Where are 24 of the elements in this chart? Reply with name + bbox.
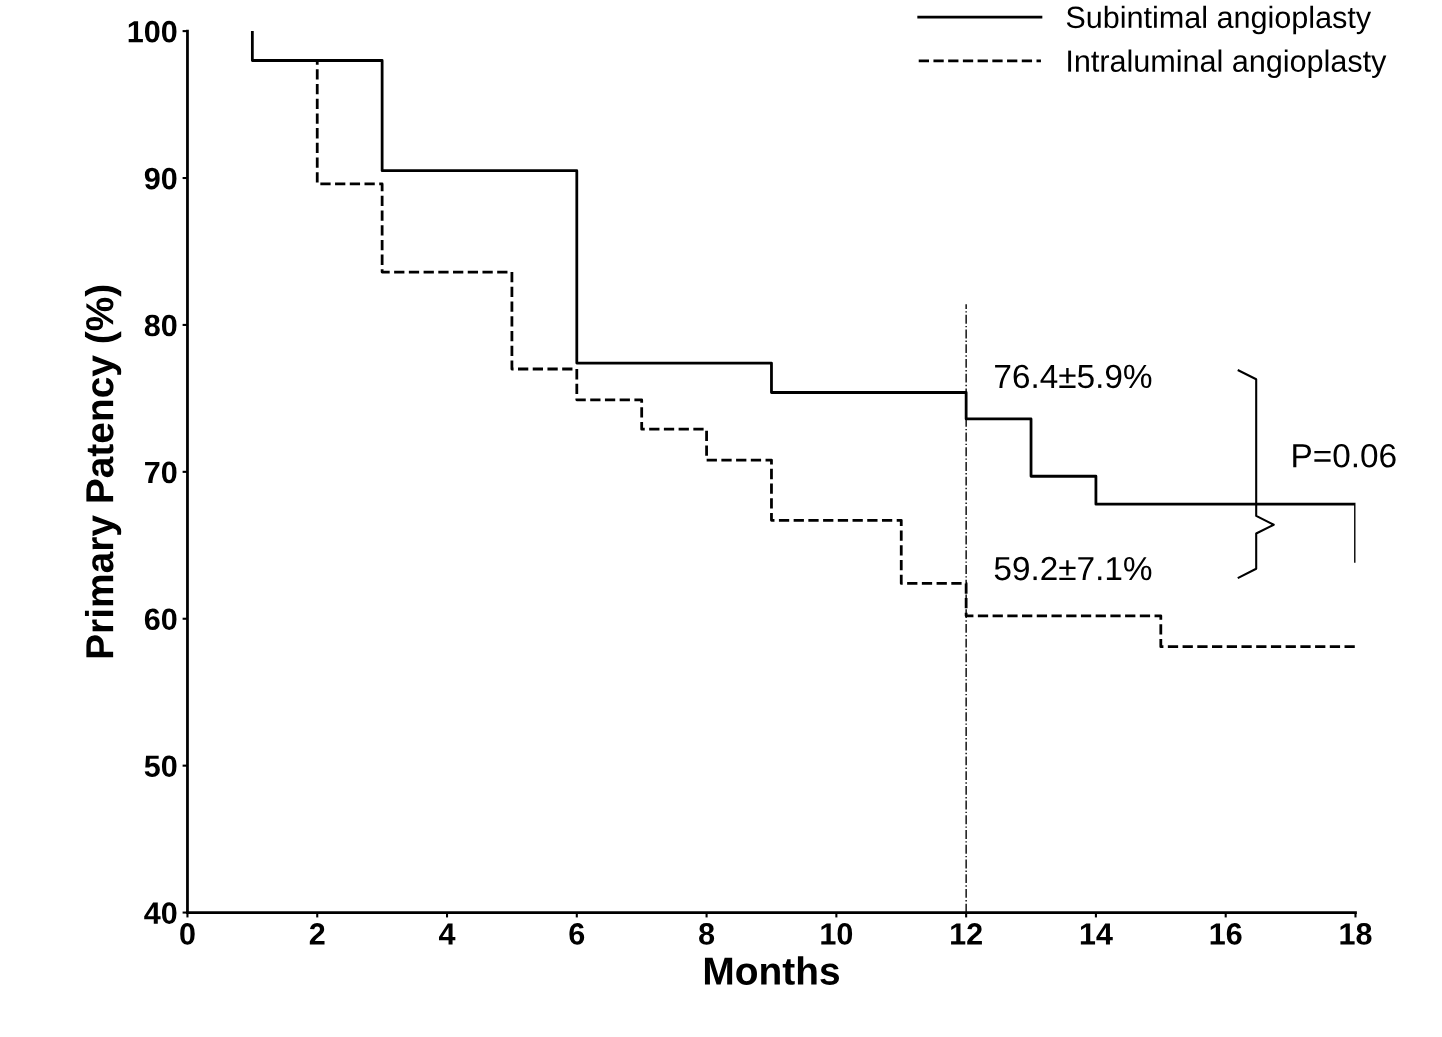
y-tick-label: 70 bbox=[145, 461, 177, 484]
y-tick-label: 50 bbox=[144, 755, 177, 778]
x-tick-label: 2 bbox=[309, 923, 325, 945]
annotation: 59.2±7.1% bbox=[994, 556, 1152, 581]
x-tick-label: 4 bbox=[438, 923, 456, 945]
y-tick-label: 40 bbox=[144, 902, 177, 924]
legend-label: Subintimal angioplasty bbox=[1066, 5, 1372, 35]
x-tick-label: 16 bbox=[1210, 923, 1242, 945]
y-tick-label: 100 bbox=[128, 20, 177, 43]
x-tick-label: 12 bbox=[951, 923, 982, 945]
x-tick-label: 10 bbox=[821, 923, 853, 945]
y-axis-title: Primary Patency (%) bbox=[84, 285, 122, 658]
annotation: P=0.06 bbox=[1293, 443, 1396, 468]
y-tick-label: 60 bbox=[144, 608, 177, 631]
annotation: 76.4±5.9% bbox=[995, 364, 1152, 389]
x-axis-title: Months bbox=[704, 956, 839, 985]
x-tick-label: 0 bbox=[180, 923, 195, 945]
legend-label: Intraluminal angioplasty bbox=[1068, 49, 1387, 78]
x-tick-label: 6 bbox=[569, 923, 585, 945]
x-tick-label: 8 bbox=[699, 923, 715, 945]
x-tick-label: 18 bbox=[1340, 923, 1372, 945]
y-tick-label: 90 bbox=[144, 167, 177, 190]
x-tick-label: 14 bbox=[1080, 923, 1113, 945]
y-tick-label: 80 bbox=[144, 314, 177, 337]
